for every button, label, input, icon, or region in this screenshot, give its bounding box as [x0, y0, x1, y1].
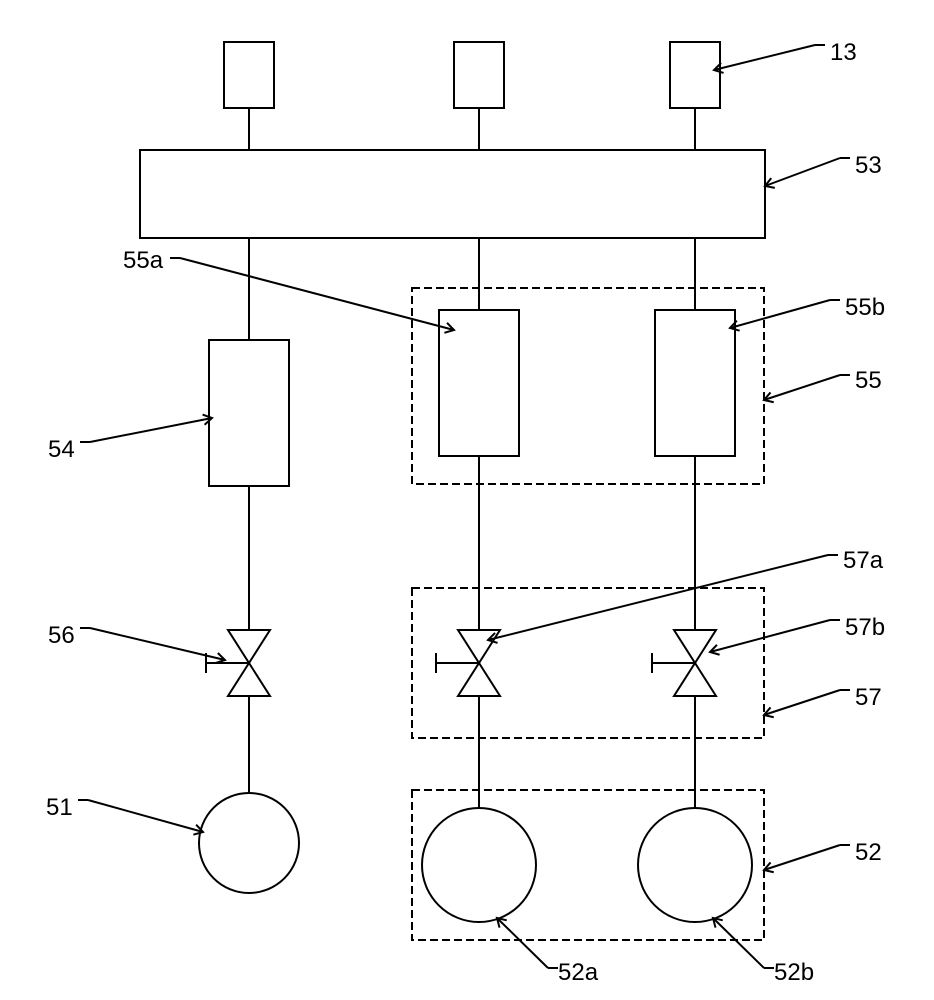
- label-n55b: 55b: [845, 294, 885, 321]
- label-n53: 53: [855, 152, 882, 179]
- label-n57: 57: [855, 684, 882, 711]
- label-n57a: 57a: [843, 547, 884, 574]
- label-n52a: 52a: [558, 959, 599, 986]
- label-n56: 56: [48, 622, 75, 649]
- label-n57b: 57b: [845, 614, 885, 641]
- label-n54: 54: [48, 436, 75, 463]
- label-n51: 51: [46, 794, 73, 821]
- label-n52b: 52b: [774, 959, 814, 986]
- label-n52: 52: [855, 839, 882, 866]
- label-n13: 13: [830, 39, 857, 66]
- system-diagram: 13 53 55a 55b 55 54 57a 56 57b 57 51 52 52a 52b: [0, 0, 934, 1000]
- label-n55: 55: [855, 367, 882, 394]
- label-n55a: 55a: [123, 247, 164, 274]
